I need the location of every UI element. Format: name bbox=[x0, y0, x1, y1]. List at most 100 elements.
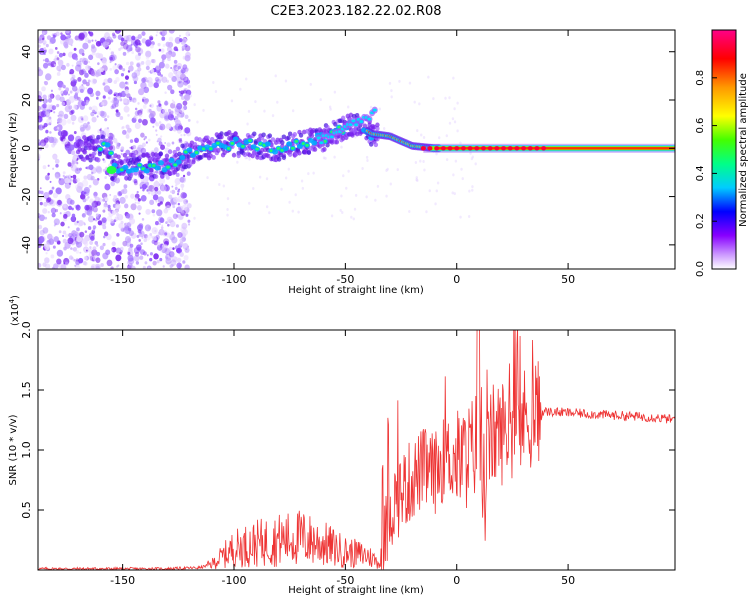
noise-cell bbox=[226, 197, 230, 201]
noise-cell bbox=[137, 109, 143, 116]
noise-cell bbox=[49, 93, 55, 99]
noise-cell bbox=[137, 34, 142, 40]
trace-core-cell bbox=[271, 149, 278, 155]
noise-cell bbox=[468, 189, 471, 193]
noise-cell bbox=[168, 72, 174, 79]
noise-cell bbox=[119, 64, 122, 68]
noise-cell bbox=[174, 119, 181, 127]
noise-cell bbox=[89, 240, 94, 245]
noise-cell bbox=[67, 174, 72, 180]
noise-cell bbox=[155, 200, 158, 203]
noise-cell bbox=[53, 58, 57, 62]
noise-cell bbox=[130, 193, 135, 199]
noise-cell bbox=[50, 207, 57, 214]
spectrogram-x-ticks: -150 -100 -50 0 50 bbox=[110, 30, 575, 286]
noise-cell bbox=[158, 228, 165, 236]
noise-cell bbox=[92, 246, 97, 251]
noise-cell bbox=[135, 46, 141, 53]
noise-cell bbox=[60, 34, 66, 41]
noise-cell bbox=[471, 188, 474, 192]
noise-cell bbox=[167, 223, 170, 227]
trace-halo-cell bbox=[197, 137, 202, 142]
noise-cell bbox=[168, 108, 172, 113]
noise-cell bbox=[434, 202, 437, 206]
y-tick-label: 2.0 bbox=[20, 321, 33, 339]
noise-cell bbox=[63, 213, 68, 219]
noise-cell bbox=[147, 226, 152, 230]
noise-cell bbox=[212, 80, 215, 84]
noise-cell bbox=[177, 231, 183, 239]
colorbar-label: Normalized spectral amplitude bbox=[738, 73, 749, 227]
noise-cell bbox=[396, 168, 399, 172]
noise-cell bbox=[56, 126, 60, 130]
trace-halo-cell bbox=[209, 136, 215, 142]
noise-cell bbox=[136, 205, 142, 211]
noise-cell bbox=[45, 73, 52, 81]
noise-cell bbox=[56, 71, 61, 76]
noise-cell bbox=[83, 175, 88, 180]
noise-cell bbox=[83, 60, 88, 66]
noise-cell bbox=[176, 192, 180, 196]
noise-cell bbox=[149, 232, 153, 237]
trace-halo-cell bbox=[280, 140, 285, 145]
trace-core-cell bbox=[276, 147, 281, 150]
noise-cell bbox=[51, 186, 55, 190]
noise-cell bbox=[123, 39, 128, 44]
noise-cell bbox=[263, 109, 266, 113]
noise-cell bbox=[159, 184, 166, 192]
noise-cell bbox=[115, 111, 121, 118]
noise-cell bbox=[184, 54, 191, 62]
noise-cell bbox=[110, 105, 114, 110]
noise-cell bbox=[53, 263, 59, 269]
trace-core-cell bbox=[460, 146, 466, 151]
noise-cell bbox=[300, 179, 304, 183]
noise-cell bbox=[155, 220, 159, 226]
noise-cell bbox=[144, 135, 147, 139]
noise-cell bbox=[90, 265, 95, 269]
noise-cell bbox=[127, 113, 130, 117]
noise-cell bbox=[376, 184, 380, 188]
noise-cell bbox=[151, 58, 156, 64]
noise-cell bbox=[168, 30, 175, 34]
noise-cell bbox=[115, 109, 119, 113]
noise-cell bbox=[171, 75, 177, 83]
y-tick-label: -40 bbox=[20, 236, 33, 254]
noise-cell bbox=[187, 118, 191, 122]
noise-cell bbox=[136, 244, 142, 251]
x-tick-label: -50 bbox=[336, 273, 354, 286]
noise-cell bbox=[158, 103, 162, 107]
trace-halo-cell bbox=[188, 162, 193, 167]
noise-cell bbox=[55, 94, 61, 101]
noise-cell bbox=[71, 74, 76, 79]
noise-cell bbox=[134, 137, 139, 144]
noise-cell bbox=[134, 39, 141, 46]
noise-cell bbox=[174, 256, 180, 263]
trace-halo-cell bbox=[375, 122, 380, 128]
noise-cell bbox=[78, 85, 85, 93]
snr-x-ticks: -150 -100 -50 0 50 bbox=[110, 330, 575, 587]
noise-cell bbox=[124, 195, 129, 199]
noise-cell bbox=[50, 89, 53, 92]
noise-cell bbox=[416, 129, 419, 133]
figure-title: C2E3.2023.182.22.02.R08 bbox=[270, 4, 441, 19]
snr-y-multiplier: (x104) bbox=[8, 295, 21, 326]
spectrogram-x-axis-label: Height of straight line (km) bbox=[288, 285, 424, 296]
trace-core-cell bbox=[316, 136, 321, 140]
noise-cell bbox=[57, 199, 62, 206]
noise-cell bbox=[79, 251, 82, 254]
noise-cell bbox=[265, 205, 269, 209]
noise-cell bbox=[183, 133, 186, 137]
trace-halo-cell bbox=[227, 130, 232, 135]
noise-cell bbox=[353, 207, 357, 211]
noise-cell bbox=[122, 240, 128, 247]
noise-cell bbox=[252, 187, 255, 191]
noise-cell bbox=[124, 89, 129, 95]
noise-cell bbox=[171, 52, 176, 58]
trace-halo-cell bbox=[286, 135, 291, 141]
noise-cell bbox=[163, 247, 168, 253]
noise-cell bbox=[230, 99, 234, 103]
noise-cell bbox=[168, 219, 172, 224]
noise-cell bbox=[88, 61, 91, 64]
noise-cell bbox=[115, 203, 121, 210]
noise-cell bbox=[72, 78, 76, 82]
